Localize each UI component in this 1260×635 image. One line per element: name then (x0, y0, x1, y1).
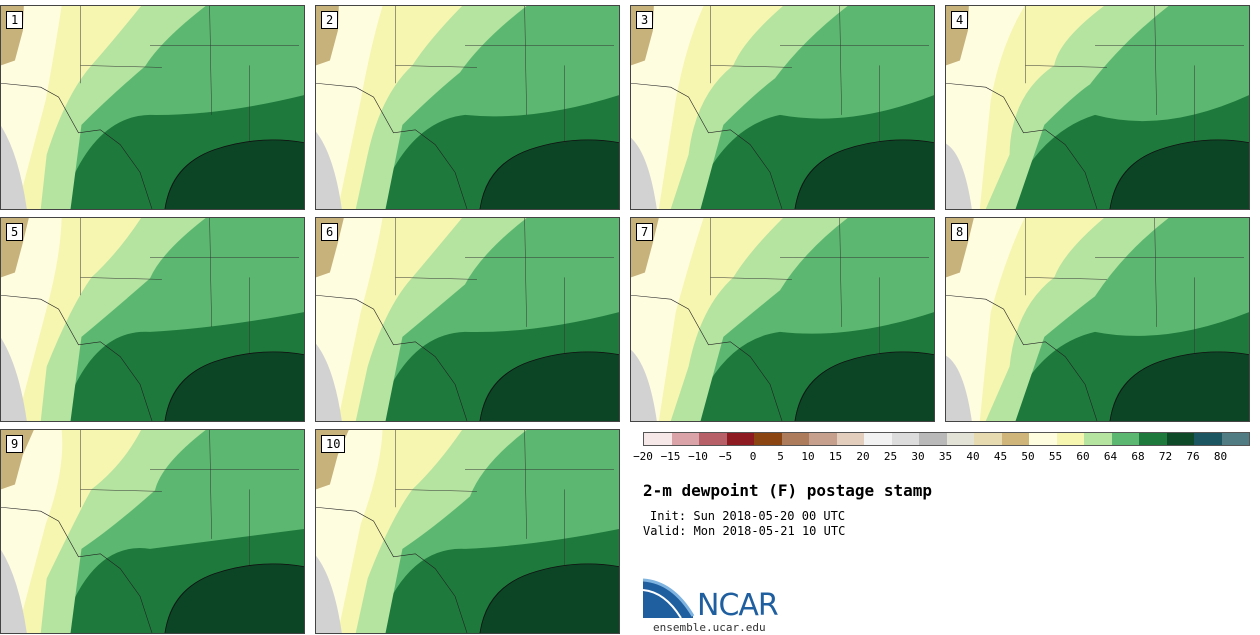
dewpoint-map (946, 218, 1249, 421)
member-number-label: 4 (951, 11, 969, 29)
colorbar-swatch (1111, 433, 1139, 445)
colorbar-tick-label: 20 (856, 450, 870, 463)
colorbar-tick-label: 40 (966, 450, 980, 463)
dewpoint-map (946, 6, 1249, 209)
colorbar-swatch (644, 433, 672, 445)
dewpoint-map (1, 430, 304, 633)
colorbar-swatch (1001, 433, 1029, 445)
colorbar-swatch (1029, 433, 1057, 445)
colorbar-tick-label: 60 (1076, 450, 1090, 463)
colorbar-tick-label: 76 (1186, 450, 1200, 463)
colorbar-swatch (671, 433, 699, 445)
colorbar-tick-label: 30 (911, 450, 925, 463)
colorbar-tick-label: −15 (660, 450, 681, 463)
valid-time: Valid: Mon 2018-05-21 10 UTC (643, 524, 846, 538)
colorbar-swatch (946, 433, 974, 445)
dewpoint-map (1, 218, 304, 421)
member-number-label: 6 (321, 223, 339, 241)
dewpoint-map (631, 218, 934, 421)
colorbar-swatch (864, 433, 892, 445)
member-panel: 2 (315, 5, 620, 210)
colorbar (643, 432, 1250, 446)
member-panel: 4 (945, 5, 1250, 210)
dewpoint-map (316, 6, 619, 209)
colorbar-tick-label: 64 (1103, 450, 1118, 463)
member-panel: 8 (945, 217, 1250, 422)
colorbar-tick-label: 55 (1048, 450, 1063, 463)
dewpoint-map (631, 6, 934, 209)
colorbar-swatch (699, 433, 727, 445)
colorbar-tick-label: −5 (718, 450, 733, 463)
colorbar-tick-label: 80 (1213, 450, 1228, 463)
colorbar-swatch (754, 433, 782, 445)
colorbar-swatch (1139, 433, 1167, 445)
dewpoint-map (1, 6, 304, 209)
member-number-label: 7 (636, 223, 654, 241)
colorbar-tick-label: 15 (828, 450, 843, 463)
colorbar-swatch (891, 433, 919, 445)
ensemble-url[interactable]: ensemble.ucar.edu (653, 621, 766, 634)
colorbar-tick-label: 10 (801, 450, 815, 463)
member-panel: 3 (630, 5, 935, 210)
colorbar-swatch (1084, 433, 1112, 445)
colorbar-tick-label: 68 (1131, 450, 1145, 463)
member-panel: 5 (0, 217, 305, 422)
member-panel: 1 (0, 5, 305, 210)
member-number-label: 2 (321, 11, 339, 29)
colorbar-swatch (781, 433, 809, 445)
colorbar-swatch (836, 433, 864, 445)
colorbar-swatch (809, 433, 837, 445)
member-number-label: 3 (636, 11, 654, 29)
colorbar-tick-label: 72 (1158, 450, 1173, 463)
colorbar-swatch (1194, 433, 1222, 445)
colorbar-tick-label: 35 (938, 450, 953, 463)
member-number-label: 10 (321, 435, 346, 453)
colorbar-ticks: −20 −15 −10 −5 0 5 10 15 20 25 30 35 40 45 50 55 60 64 68 7… (633, 450, 1248, 464)
ncar-wordmark: NCAR (697, 588, 779, 623)
init-time: Init: Sun 2018-05-20 00 UTC (650, 509, 846, 523)
dewpoint-map (316, 430, 619, 633)
colorbar-swatch (726, 433, 754, 445)
colorbar-tick-label: 50 (1021, 450, 1035, 463)
member-number-label: 5 (6, 223, 24, 241)
chart-title: 2-m dewpoint (F) postage stamp (643, 481, 932, 500)
member-panel: 7 (630, 217, 935, 422)
colorbar-tick-label: 25 (883, 450, 898, 463)
member-number-label: 9 (6, 435, 24, 453)
member-number-label: 8 (951, 223, 969, 241)
colorbar-tick-label: −10 (688, 450, 708, 463)
colorbar-swatch (1056, 433, 1084, 445)
colorbar-tick-label: 5 (777, 450, 784, 463)
member-panel: 10 (315, 429, 620, 634)
member-number-label: 1 (6, 11, 24, 29)
member-panel: 6 (315, 217, 620, 422)
colorbar-swatch (974, 433, 1002, 445)
member-panel: 9 (0, 429, 305, 634)
colorbar-tick-label: 45 (993, 450, 1008, 463)
ncar-logo-icon (643, 578, 695, 619)
colorbar-swatch (1166, 433, 1194, 445)
colorbar-swatch (1221, 433, 1249, 445)
colorbar-tick-label: 0 (749, 450, 757, 463)
dewpoint-map (316, 218, 619, 421)
colorbar-tick-label: −20 (633, 450, 653, 463)
colorbar-swatch (919, 433, 947, 445)
